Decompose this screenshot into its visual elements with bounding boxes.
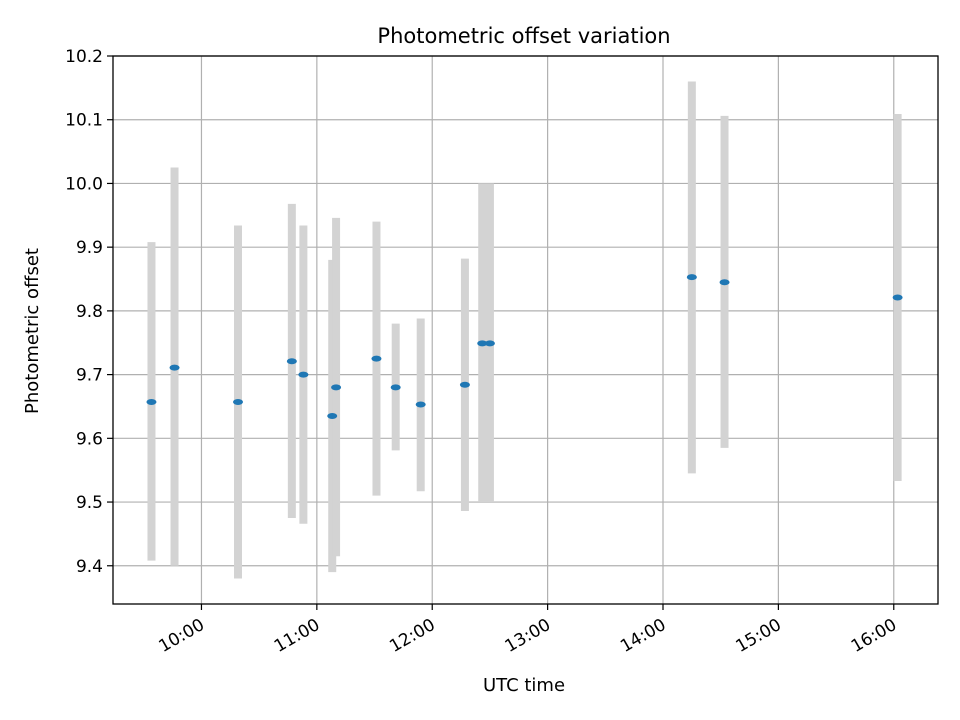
x-tick-label: 10:00 xyxy=(156,615,208,657)
y-tick-label: 10.0 xyxy=(65,174,103,194)
y-tick-label: 9.6 xyxy=(76,429,103,449)
y-tick-label: 9.8 xyxy=(76,302,103,322)
x-tick-label: 14:00 xyxy=(617,615,669,657)
grid-lines xyxy=(113,55,938,604)
data-point xyxy=(484,340,495,347)
y-tick-label: 9.5 xyxy=(76,493,103,513)
data-point xyxy=(390,384,401,391)
x-tick-label: 11:00 xyxy=(271,615,323,657)
y-tick-label: 9.4 xyxy=(76,557,103,577)
y-axis-ticks: 9.4 9.5 9.6 9.7 9.8 9.9 10.0 10.1 10.2 xyxy=(65,47,113,577)
data-point xyxy=(686,274,697,281)
y-axis-title: Photometric offset xyxy=(22,248,43,414)
y-tick-label: 9.9 xyxy=(76,238,103,258)
x-axis-title: UTC time xyxy=(483,675,565,696)
error-bars xyxy=(147,81,902,579)
data-point xyxy=(371,355,382,362)
y-tick-label: 10.2 xyxy=(65,47,103,67)
x-tick-label: 15:00 xyxy=(732,615,784,657)
y-tick-label: 10.1 xyxy=(65,111,103,131)
plot-frame xyxy=(112,55,939,605)
data-point xyxy=(286,358,297,365)
chart-title: Photometric offset variation xyxy=(377,24,670,48)
data-point xyxy=(146,399,157,406)
x-tick-label: 12:00 xyxy=(386,615,438,657)
data-point xyxy=(415,401,426,408)
data-point xyxy=(233,399,243,406)
data-point xyxy=(892,294,903,301)
x-tick-label: 16:00 xyxy=(848,615,900,657)
data-point xyxy=(298,371,309,378)
data-point xyxy=(331,384,342,391)
data-point xyxy=(327,413,338,420)
data-points xyxy=(146,274,903,420)
data-point xyxy=(169,364,180,371)
y-tick-label: 9.7 xyxy=(76,366,103,386)
data-point xyxy=(459,381,470,388)
x-axis-ticks: 10:00 11:00 12:00 13:00 14:00 15:00 16:00 xyxy=(156,604,900,657)
x-tick-label: 13:00 xyxy=(502,615,554,657)
data-point xyxy=(719,279,730,286)
data-point xyxy=(477,340,488,347)
